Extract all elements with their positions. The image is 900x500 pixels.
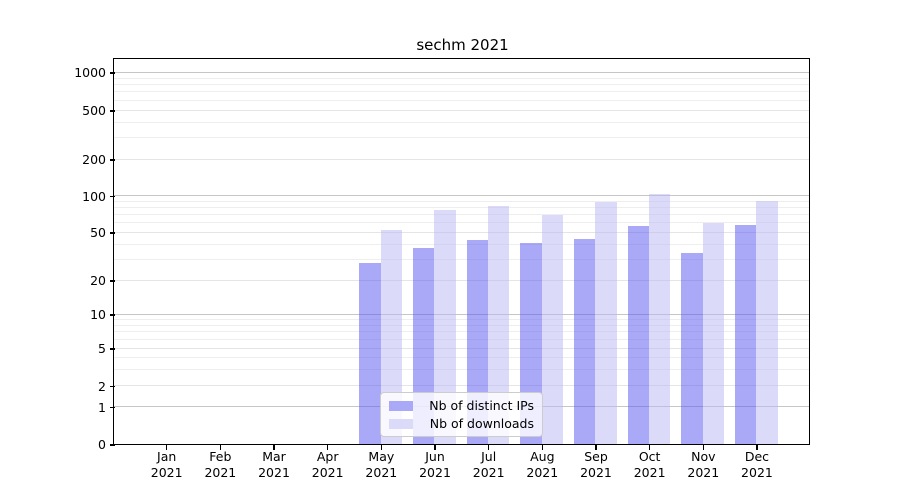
gridline-y-8 [114,324,810,326]
xtick-label-jul: Jul 2021 [472,449,505,480]
gridline-y-900 [114,77,810,79]
gridline-y-700 [114,91,810,93]
xtick-mark-jan [166,445,168,450]
gridline-y-800 [114,84,810,86]
chart-title: sechm 2021 [416,36,509,54]
bar-oct-distinct-ips [627,226,650,445]
gridline-y-4 [114,357,810,359]
ytick-mark-200 [110,159,115,161]
gridline-y-5 [114,347,810,349]
xtick-label-jun: Jun 2021 [419,449,451,480]
plot-area [113,58,811,446]
xtick-label-dec: Dec 2021 [741,449,773,480]
ytick-mark-1 [110,406,115,409]
gridline-y-60 [114,222,810,224]
xtick-mark-nov [702,445,704,450]
bar-nov-downloads [702,222,725,445]
bar-dec-distinct-ips [734,224,757,445]
xtick-mark-dec [756,445,758,450]
bar-dec-downloads [756,201,778,445]
ytick-label-500: 500 [82,103,106,118]
xtick-label-nov: Nov 2021 [687,449,720,480]
gridline-y-90 [114,200,810,202]
ytick-label-100: 100 [82,188,106,204]
xtick-mark-may [380,445,383,450]
bar-sep-downloads [595,202,617,445]
legend-label-downloads: Nb of downloads [429,416,534,431]
gridline-y-20 [114,279,810,281]
xtick-label-apr: Apr 2021 [311,449,344,480]
ytick-label-200: 200 [82,152,106,167]
bar-nov-distinct-ips [681,252,703,445]
ytick-mark-0 [110,444,115,446]
legend-swatch-distinct-ips [389,400,413,411]
gridline-y-50 [114,231,810,233]
gridline-y-6 [114,338,810,340]
xtick-label-may: May 2021 [365,449,398,480]
ytick-mark-2 [110,385,115,388]
ytick-label-50: 50 [90,225,106,240]
xtick-label-aug: Aug 2021 [526,449,559,480]
gridline-y-200 [114,158,810,160]
ytick-label-10: 10 [90,307,106,322]
gridline-y-30 [114,258,810,260]
gridline-y-300 [114,137,810,139]
ytick-label-20: 20 [90,273,106,288]
xtick-label-jan: Jan 2021 [150,449,183,480]
xtick-mark-jun [434,445,436,450]
legend: Nb of distinct IPs Nb of downloads [380,392,543,437]
ytick-mark-500 [110,110,115,112]
gridline-y-9 [114,319,810,321]
ytick-label-2: 2 [98,378,106,394]
ytick-label-1000: 1000 [74,65,106,80]
xtick-mark-sep [595,445,597,450]
gridline-y-400 [114,121,810,123]
gridline-y-3 [114,368,810,370]
legend-label-distinct-ips: Nb of distinct IPs [429,398,534,413]
gridline-y-7 [114,331,810,333]
bar-aug-downloads [541,214,564,445]
ytick-mark-1000 [110,72,115,74]
gridline-y-70 [114,214,810,216]
gridline-y-500 [114,109,810,111]
gridline-y-100 [114,195,810,197]
xtick-label-sep: Sep 2021 [580,449,612,480]
ytick-mark-20 [110,280,115,282]
gridline-y-80 [114,207,810,209]
bar-jun-downloads [434,210,456,445]
gridline-y-600 [114,99,810,101]
legend-row-downloads: Nb of downloads [389,416,534,431]
gridline-y-10 [114,313,810,315]
bar-may-distinct-ips [359,262,381,445]
xtick-label-feb: Feb 2021 [204,449,237,480]
legend-swatch-downloads [389,418,413,429]
bar-sep-distinct-ips [573,239,596,445]
ytick-label-5: 5 [98,341,106,356]
xtick-label-oct: Oct 2021 [633,449,666,480]
ytick-label-1: 1 [98,399,106,415]
gridline-y-40 [114,243,810,245]
xtick-mark-mar [273,445,275,450]
bar-jul-downloads [488,206,510,445]
xtick-mark-aug [541,445,543,450]
xtick-label-mar: Mar 2021 [258,449,290,480]
xtick-mark-oct [648,445,651,450]
ytick-mark-10 [110,314,115,316]
ytick-label-0: 0 [98,437,106,452]
xtick-mark-feb [219,445,222,450]
bar-may-downloads [380,230,403,445]
ytick-mark-100 [110,195,115,198]
ytick-mark-5 [110,348,115,350]
ytick-mark-50 [110,232,115,234]
legend-row-distinct-ips: Nb of distinct IPs [389,398,534,413]
xtick-mark-apr [326,445,329,450]
gridline-y-1000 [114,71,810,73]
xtick-mark-jul [487,445,490,450]
bar-oct-downloads [649,194,671,445]
gridline-y-2 [114,385,810,387]
